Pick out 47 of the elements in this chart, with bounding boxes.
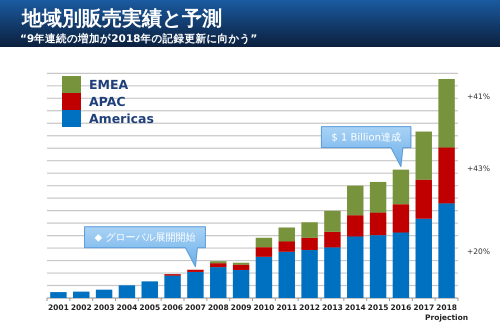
bar xyxy=(256,256,272,298)
bar xyxy=(416,180,432,219)
bar xyxy=(392,204,410,233)
chart-title: 地域別販売実績と予測 xyxy=(21,6,222,30)
callout: $ 1 Billion達成 xyxy=(320,126,412,168)
bar xyxy=(347,186,364,216)
bar xyxy=(278,252,295,298)
bar xyxy=(438,79,455,148)
bar xyxy=(324,247,341,298)
bar xyxy=(256,247,272,257)
bar xyxy=(301,250,318,298)
bar xyxy=(210,263,226,268)
callout: ◆ グローバル展開開始 xyxy=(84,226,206,268)
legend-label: EMEA xyxy=(89,77,129,92)
bar xyxy=(324,210,341,232)
bar xyxy=(118,285,136,298)
bar xyxy=(142,281,158,298)
bar xyxy=(438,203,455,298)
bar xyxy=(347,236,364,298)
bar xyxy=(416,218,432,298)
bar xyxy=(370,235,386,298)
bar xyxy=(164,276,181,298)
bar xyxy=(73,292,90,298)
bar xyxy=(50,292,67,298)
bar xyxy=(324,232,341,248)
bar xyxy=(438,148,455,204)
bar xyxy=(301,222,318,238)
bar xyxy=(370,182,386,213)
annotation: $ 1 Billion達成 xyxy=(331,132,401,144)
bar xyxy=(232,264,250,270)
annotation: ◆ グローバル展開開始 xyxy=(94,232,196,244)
legend-label: Americas xyxy=(89,111,154,126)
bar xyxy=(392,232,410,298)
bar xyxy=(347,215,364,236)
bar xyxy=(416,132,432,180)
bar xyxy=(256,238,272,248)
bar xyxy=(232,270,250,298)
legend-label: APAC xyxy=(89,94,126,109)
bar xyxy=(370,212,386,236)
bar xyxy=(278,242,295,252)
bar xyxy=(96,290,112,298)
bar xyxy=(392,170,410,204)
bar xyxy=(301,238,318,250)
bar xyxy=(210,267,226,298)
bar xyxy=(278,227,295,242)
bar xyxy=(187,272,204,298)
chart-subtitle: “9年連続の増加が2018年の記録更新に向かう” xyxy=(20,32,258,45)
